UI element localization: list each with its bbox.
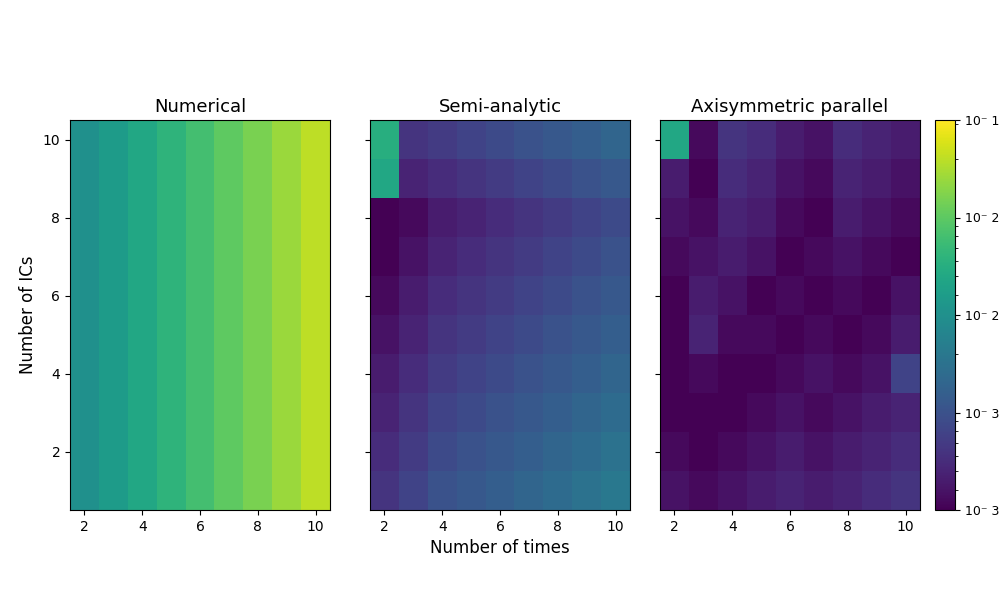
Y-axis label: Number of ICs: Number of ICs xyxy=(19,256,37,374)
Title: Semi-analytic: Semi-analytic xyxy=(438,98,562,116)
Title: Axisymmetric parallel: Axisymmetric parallel xyxy=(691,98,889,116)
X-axis label: Number of times: Number of times xyxy=(430,539,570,557)
Title: Numerical: Numerical xyxy=(154,98,246,116)
